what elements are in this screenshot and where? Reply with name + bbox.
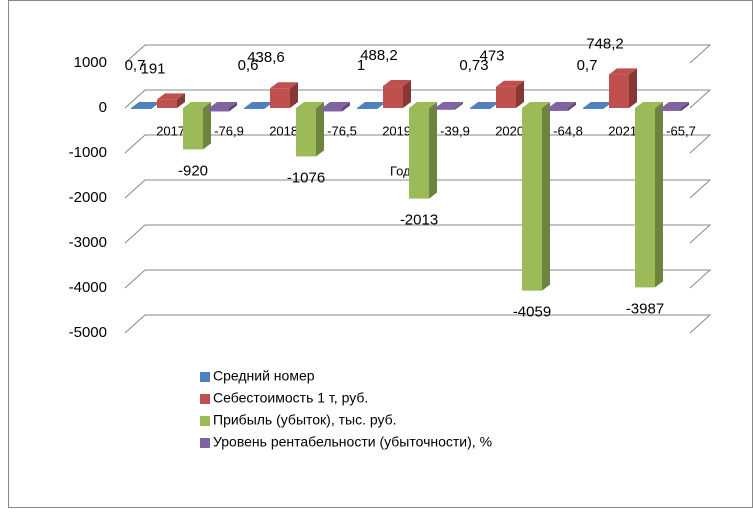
grid-line <box>124 224 712 244</box>
data-label: 0,7 <box>125 57 146 74</box>
bar-side <box>542 102 550 291</box>
bar <box>270 88 290 108</box>
bar-side <box>455 102 463 110</box>
data-label: 473 <box>479 48 504 65</box>
bar <box>131 107 151 109</box>
legend-swatch <box>200 438 210 448</box>
bar <box>435 108 455 110</box>
bar-side <box>568 102 576 111</box>
data-label: -2013 <box>400 212 438 229</box>
bar-side <box>203 102 211 150</box>
bar-top <box>548 102 576 108</box>
y-tick-label: 1000 <box>74 54 107 71</box>
bar-side <box>629 68 637 108</box>
y-tick-label: -2000 <box>69 189 107 206</box>
bar <box>583 107 603 109</box>
bar-side <box>429 102 437 199</box>
grid-line <box>124 269 712 289</box>
data-label: 748,2 <box>586 35 624 52</box>
legend-swatch <box>200 416 210 426</box>
bar-side <box>290 82 298 108</box>
y-tick-label: -4000 <box>69 279 107 296</box>
data-label: 0,7 <box>577 57 598 74</box>
legend-swatch <box>200 394 210 404</box>
bar-side <box>342 102 350 112</box>
bar-side <box>229 102 237 112</box>
bar <box>157 99 177 108</box>
bar-top <box>409 102 437 108</box>
bar-top <box>496 80 524 87</box>
bar <box>209 108 229 112</box>
bar-side <box>516 80 524 108</box>
bar <box>322 108 342 112</box>
bar-top <box>635 102 663 108</box>
bar-side <box>177 93 185 108</box>
legend-label: Себестоимость 1 т, руб. <box>213 390 368 406</box>
grid-line <box>124 44 712 64</box>
bar <box>383 86 403 108</box>
bar-side <box>655 102 663 288</box>
legend-label: Прибыль (убыток), тыс. руб. <box>213 412 397 428</box>
bar-top <box>470 101 498 108</box>
bar-top <box>583 101 611 108</box>
bar-side <box>316 102 324 157</box>
bar-top <box>209 102 237 108</box>
legend-swatch <box>200 372 210 382</box>
grid-line <box>124 314 712 334</box>
data-label: 0,73 <box>459 57 488 74</box>
data-label: 1 <box>357 57 365 74</box>
data-label: -1076 <box>287 169 325 186</box>
bar <box>522 108 542 291</box>
bar <box>496 86 516 108</box>
data-label: -65,7 <box>666 123 696 138</box>
data-label: -4059 <box>513 304 551 321</box>
data-label: -76,5 <box>327 123 357 138</box>
data-label: -76,9 <box>214 123 244 138</box>
data-label: 438,6 <box>247 49 285 66</box>
bar <box>548 108 568 111</box>
bar <box>357 107 377 109</box>
bar-side <box>681 102 689 111</box>
y-tick-label: -3000 <box>69 234 107 251</box>
data-label: 191 <box>140 60 165 77</box>
bar-side <box>403 80 411 108</box>
bar <box>609 74 629 108</box>
bar <box>183 108 203 150</box>
bar-top <box>522 102 550 108</box>
data-label: 488,2 <box>360 47 398 64</box>
bar-top <box>183 102 211 108</box>
data-label: -3987 <box>626 300 664 317</box>
bar-top <box>609 68 637 75</box>
bar <box>635 108 655 288</box>
bar-top <box>661 102 689 108</box>
legend-label: Уровень рентабельности (убыточности), % <box>213 434 492 450</box>
bar <box>409 108 429 199</box>
y-tick-label: 0 <box>99 99 107 116</box>
bar <box>244 107 264 109</box>
bar-top <box>357 101 385 108</box>
legend-label: Средний номер <box>213 368 315 384</box>
data-label: -39,9 <box>440 123 470 138</box>
bar <box>470 107 490 109</box>
y-tick-label: -1000 <box>69 144 107 161</box>
bar-top <box>157 93 185 100</box>
data-label: 0,6 <box>238 57 259 74</box>
y-tick-label: -5000 <box>69 324 107 341</box>
bar-top <box>270 82 298 89</box>
bar <box>661 108 681 111</box>
bar-top <box>296 102 324 108</box>
bar-top <box>383 80 411 87</box>
bar-top <box>435 102 463 108</box>
data-label: -920 <box>178 162 208 179</box>
bar <box>296 108 316 157</box>
grid-line <box>124 89 712 109</box>
bar-top <box>322 102 350 108</box>
bar-top <box>244 101 272 108</box>
bar-top <box>131 101 159 108</box>
data-label: -64,8 <box>553 123 583 138</box>
